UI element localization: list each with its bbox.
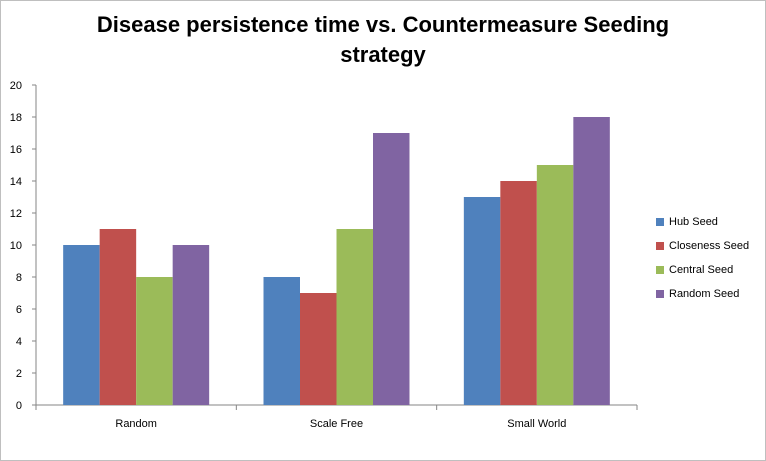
x-category-label: Random xyxy=(115,418,157,430)
legend-swatch xyxy=(656,290,664,298)
bar-random-seed-scale-free xyxy=(373,133,410,405)
x-category-label: Scale Free xyxy=(310,418,363,430)
bar-closeness-seed-scale-free xyxy=(300,293,337,405)
y-tick-label: 0 xyxy=(16,400,22,412)
legend-item: Central Seed xyxy=(656,258,749,282)
bar-hub-seed-scale-free xyxy=(263,277,300,405)
legend-label: Hub Seed xyxy=(669,216,718,228)
x-category-label: Small World xyxy=(507,418,566,430)
chart-title: Disease persistence time vs. Countermeas… xyxy=(0,10,766,70)
bar-random-seed-random xyxy=(172,245,210,405)
legend-item: Closeness Seed xyxy=(656,234,749,258)
chart-legend: Hub Seed Closeness Seed Central Seed Random… xyxy=(656,210,749,306)
y-tick-label: 16 xyxy=(10,144,22,156)
y-tick-label: 8 xyxy=(16,272,22,284)
bar-hub-seed-random xyxy=(63,245,100,405)
legend-swatch xyxy=(656,266,664,274)
bar-random-seed-small-world xyxy=(573,117,610,405)
legend-label: Random Seed xyxy=(669,288,740,300)
chart-title-line-1: Disease persistence time vs. Countermeas… xyxy=(96,12,670,37)
legend-label: Central Seed xyxy=(669,264,734,276)
y-tick-label: 6 xyxy=(16,304,22,316)
bar-central-seed-random xyxy=(136,277,173,405)
y-tick-label: 20 xyxy=(10,80,22,92)
legend-item: Random Seed xyxy=(656,282,749,306)
bar-central-seed-small-world xyxy=(536,165,574,405)
y-tick-label: 10 xyxy=(10,240,22,252)
y-tick-label: 18 xyxy=(10,112,22,124)
y-tick-label: 12 xyxy=(10,208,22,220)
y-tick-label: 14 xyxy=(10,176,22,188)
chart-title-line-2: strategy xyxy=(340,42,426,67)
y-tick-label: 4 xyxy=(16,336,22,348)
bar-hub-seed-small-world xyxy=(463,197,501,405)
legend-swatch xyxy=(656,218,664,226)
legend-swatch xyxy=(656,242,664,250)
bar-closeness-seed-small-world xyxy=(500,181,537,405)
legend-item: Hub Seed xyxy=(656,210,749,234)
legend-label: Closeness Seed xyxy=(669,240,750,252)
bar-closeness-seed-random xyxy=(99,229,137,405)
bar-central-seed-scale-free xyxy=(336,229,373,405)
y-tick-label: 2 xyxy=(16,368,22,380)
